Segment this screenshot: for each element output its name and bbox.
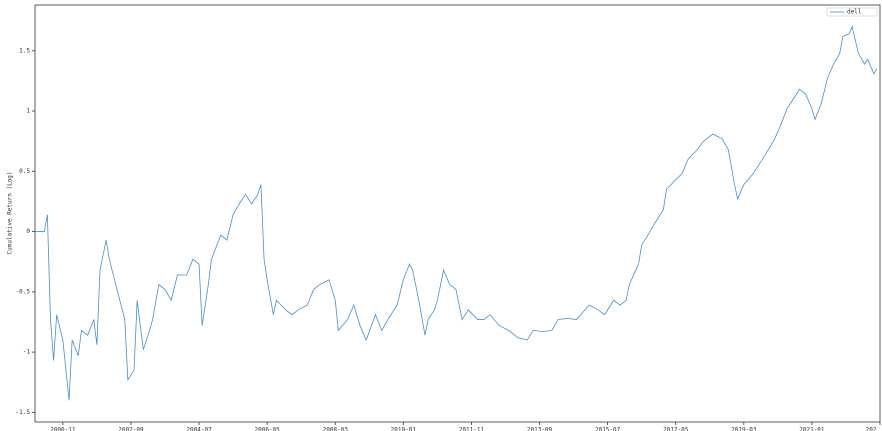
x-tick-label: 2002-09	[118, 427, 144, 431]
y-axis-label: Cumulative Return (Log)	[7, 171, 14, 254]
data-line	[35, 25, 878, 401]
x-tick-label: 202	[866, 427, 877, 431]
x-tick-label: 2006-05	[254, 427, 280, 431]
x-tick-label: 2017-05	[663, 427, 689, 431]
x-tick-label: 2013-09	[527, 427, 553, 431]
x-tick-label: 2004-07	[186, 427, 212, 431]
y-tick-label: -0.5	[16, 288, 31, 295]
x-tick-label: 2015-07	[595, 427, 621, 431]
x-tick-label: 2000-11	[50, 427, 76, 431]
x-tick-label: 2010-01	[391, 427, 417, 431]
y-tick-label: -1.5	[16, 409, 31, 416]
y-tick-label: 1	[26, 108, 30, 115]
x-tick-label: 2021-01	[799, 427, 825, 431]
legend-box	[826, 7, 878, 17]
x-tick-label: 2008-03	[323, 427, 349, 431]
x-tick-label: 2019-03	[731, 427, 757, 431]
x-tick-label: 2011-11	[459, 427, 485, 431]
y-tick-label: 1.5	[19, 47, 30, 54]
legend-label: dell	[847, 9, 862, 16]
y-tick-label: 0.5	[19, 168, 30, 175]
y-tick-label: -1	[23, 349, 31, 356]
plot-frame	[34, 4, 881, 423]
y-tick-label: 0	[26, 228, 30, 235]
